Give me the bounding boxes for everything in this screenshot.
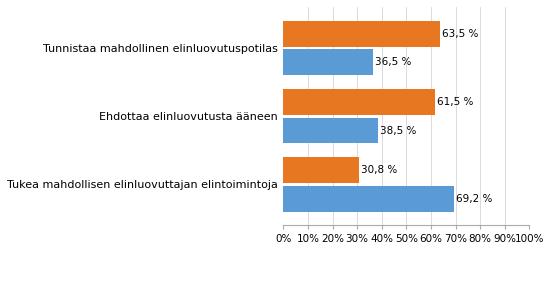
Bar xyxy=(283,157,359,183)
Bar xyxy=(283,21,440,47)
Text: 69,2 %: 69,2 % xyxy=(456,194,492,204)
Text: 36,5 %: 36,5 % xyxy=(375,57,412,67)
Text: 63,5 %: 63,5 % xyxy=(441,29,478,38)
Bar xyxy=(283,118,378,144)
Text: 38,5 %: 38,5 % xyxy=(380,125,417,136)
Bar xyxy=(283,89,435,115)
Bar xyxy=(283,186,453,212)
Text: 61,5 %: 61,5 % xyxy=(436,97,473,107)
Text: 30,8 %: 30,8 % xyxy=(361,165,397,175)
Bar xyxy=(283,49,373,75)
